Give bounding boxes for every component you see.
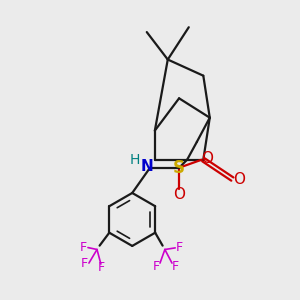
Text: F: F: [80, 241, 87, 254]
Text: F: F: [98, 261, 105, 274]
Text: H: H: [129, 153, 140, 167]
Text: N: N: [140, 159, 153, 174]
Text: O: O: [233, 172, 245, 187]
Text: F: F: [81, 256, 88, 270]
Text: F: F: [172, 260, 179, 274]
Text: O: O: [201, 151, 213, 166]
Text: S: S: [173, 159, 185, 177]
Text: O: O: [173, 187, 185, 202]
Text: F: F: [153, 260, 161, 274]
Text: F: F: [176, 242, 183, 254]
